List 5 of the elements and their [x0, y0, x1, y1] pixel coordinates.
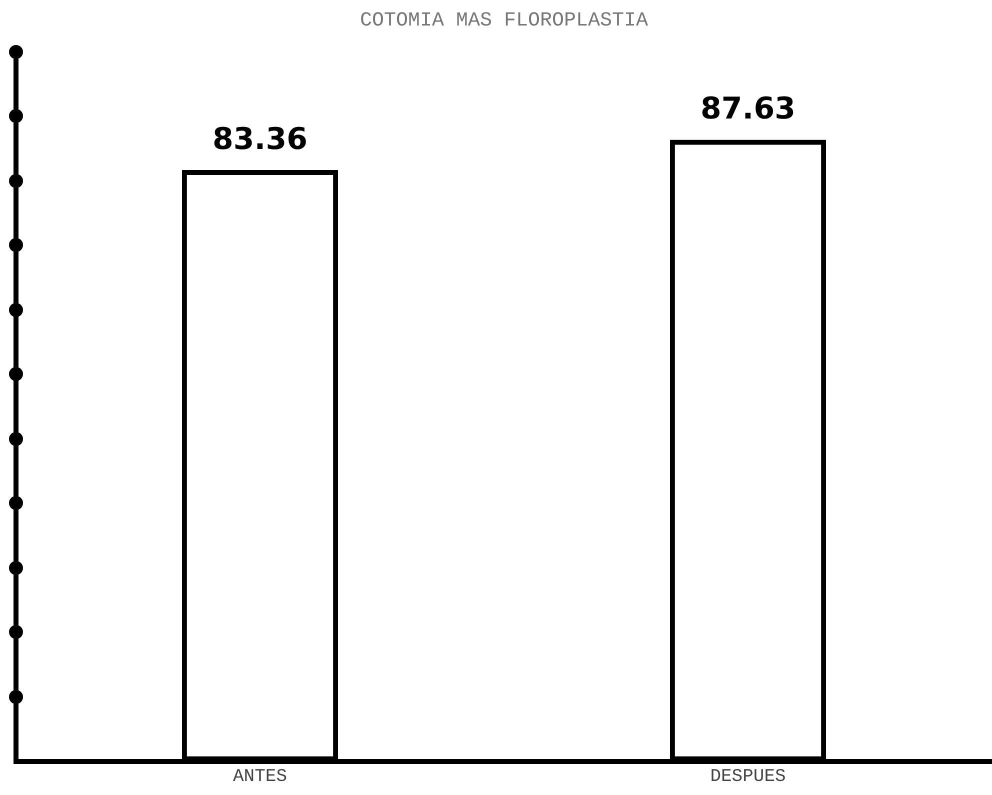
- data-label: 87.63: [700, 92, 796, 127]
- x-tick-label: DESPUES: [710, 766, 786, 787]
- data-label: 83.36: [212, 122, 308, 157]
- chart-title: COTOMIA MAS FLOROPLASTIA: [360, 9, 648, 32]
- x-tick-label: ANTES: [232, 766, 288, 787]
